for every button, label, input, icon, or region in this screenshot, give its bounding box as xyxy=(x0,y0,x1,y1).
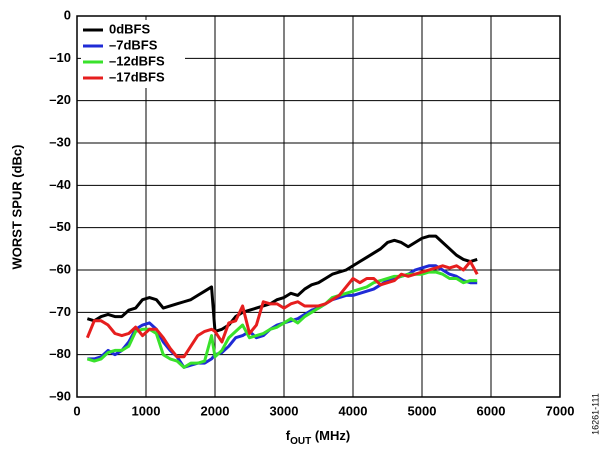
x-tick-label: 6000 xyxy=(477,403,506,418)
x-label-sub: OUT xyxy=(290,436,311,447)
y-tick-label: –40 xyxy=(49,177,71,192)
x-tick-label: 1000 xyxy=(132,403,161,418)
y-axis-label: WORST SPUR (dBc) xyxy=(9,145,24,270)
x-tick-label: 0 xyxy=(73,403,80,418)
figure-note: 16261-111 xyxy=(590,393,600,435)
x-label-rest: (MHz) xyxy=(311,428,350,443)
y-tick-label: –70 xyxy=(49,304,71,319)
y-tick-label: –10 xyxy=(49,50,71,65)
y-tick-label: –60 xyxy=(49,261,71,276)
series-line xyxy=(85,260,479,359)
y-tick-label: –30 xyxy=(49,134,71,149)
y-tick-label: 0 xyxy=(64,7,71,22)
x-label-main: f xyxy=(286,428,291,443)
x-tick-label: 4000 xyxy=(339,403,368,418)
y-tick-label: –90 xyxy=(49,388,71,403)
x-axis-label: fOUT (MHz) xyxy=(286,428,350,446)
y-tick-label: –80 xyxy=(49,346,71,361)
series-line xyxy=(86,234,478,333)
legend-label: –17dBFS xyxy=(109,69,165,84)
legend-label: –12dBFS xyxy=(109,53,165,68)
x-tick-label: 7000 xyxy=(546,403,575,418)
legend-label: 0dBFS xyxy=(109,21,151,36)
legend-label: –7dBFS xyxy=(109,37,158,52)
x-tick-label: 5000 xyxy=(408,403,437,418)
x-tick-label: 2000 xyxy=(201,403,230,418)
x-tick-label: 3000 xyxy=(270,403,299,418)
y-tick-label: –50 xyxy=(49,219,71,234)
y-tick-label: –20 xyxy=(49,92,71,107)
plot-frame xyxy=(76,15,561,398)
